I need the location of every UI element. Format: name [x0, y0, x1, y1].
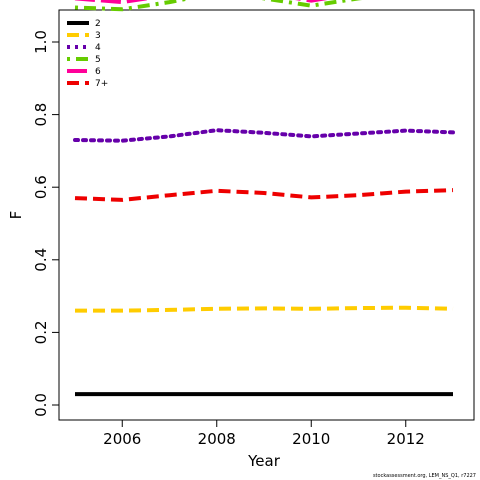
legend-label-4: 5: [95, 55, 101, 65]
series-layer: [73, 0, 455, 397]
series-line-2: [75, 305, 454, 313]
x-tick-label: 2012: [387, 430, 425, 448]
credit-text: stockassessment.org, LEM_NS_Q1, r7227: [373, 473, 476, 479]
legend-label-5: 6: [95, 67, 101, 77]
x-axis: 2006 2008 2010 2012: [103, 420, 425, 448]
series-line-4: [74, 0, 363, 12]
x-tick-label: 2010: [292, 430, 330, 448]
legend-label-2: 3: [95, 31, 101, 41]
legend-label-6: 7+: [95, 79, 108, 89]
x-tick-label: 2008: [198, 430, 236, 448]
series-line-3: [73, 128, 455, 143]
x-axis-title: Year: [247, 452, 281, 470]
legend-label-1: 2: [95, 19, 101, 29]
y-axis: 0.0 0.2 0.4 0.6 0.8 1.0: [32, 30, 59, 417]
y-tick-label: 0.0: [32, 393, 50, 417]
x-tick-label: 2006: [103, 430, 141, 448]
y-tick-label: 0.2: [32, 320, 50, 344]
y-tick-label: 0.8: [32, 103, 50, 127]
legend: 2 3 4 5 6 7+: [67, 19, 108, 89]
legend-label-3: 4: [95, 43, 101, 53]
y-tick-label: 1.0: [32, 30, 50, 54]
y-tick-label: 0.4: [32, 248, 50, 272]
y-axis-title: F: [7, 211, 25, 220]
plot-frame: [58, 9, 475, 421]
y-tick-label: 0.6: [32, 175, 50, 199]
series-line-6: [74, 188, 454, 202]
